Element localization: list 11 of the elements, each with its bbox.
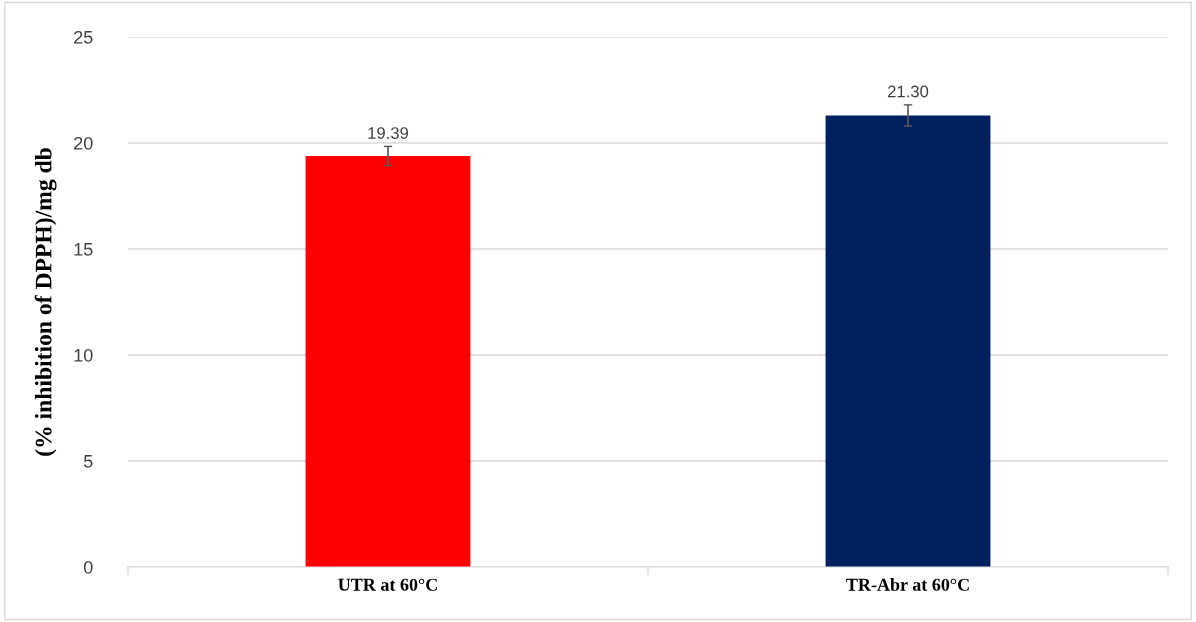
y-tick-label: 25 <box>74 30 93 44</box>
y-tick-label: 5 <box>83 455 93 468</box>
y-tick-label: 20 <box>74 136 93 150</box>
y-tick-label: 10 <box>74 348 93 362</box>
y-tick-label: 0 <box>83 560 93 574</box>
y-tick-label: 15 <box>74 243 93 256</box>
y-axis-title: (% inhibition of DPPH)/mg db <box>34 148 57 456</box>
x-tick-label: UTR at 60°C <box>338 578 437 591</box>
data-label: 19.39 <box>368 127 409 139</box>
x-tick-label: TR-Abr at 60°C <box>846 578 969 591</box>
data-label: 21.30 <box>887 85 929 98</box>
